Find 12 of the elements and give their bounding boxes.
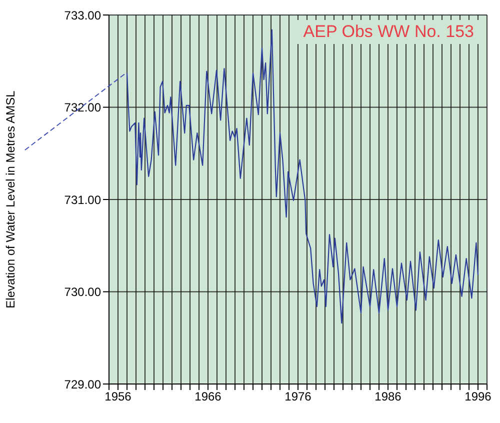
x-tick-label: 1976: [284, 390, 312, 404]
y-tick-label: 732.00: [64, 100, 102, 115]
annotation: AEP Obs WW No. 153: [297, 20, 480, 44]
y-tick-label: 730.00: [64, 285, 102, 300]
y-tick-label: 733.00: [64, 8, 102, 22]
x-tick-label: 1996: [464, 390, 492, 404]
y-tick-label: 729.00: [64, 377, 102, 392]
x-tick-label: 1986: [374, 390, 402, 404]
y-axis-title: Elevation of Water Level in Metres AMSL: [3, 90, 18, 308]
x-tick-label: 1966: [194, 390, 222, 404]
x-tick-label: 1956: [104, 390, 132, 404]
y-tick-label: 731.00: [64, 192, 102, 207]
